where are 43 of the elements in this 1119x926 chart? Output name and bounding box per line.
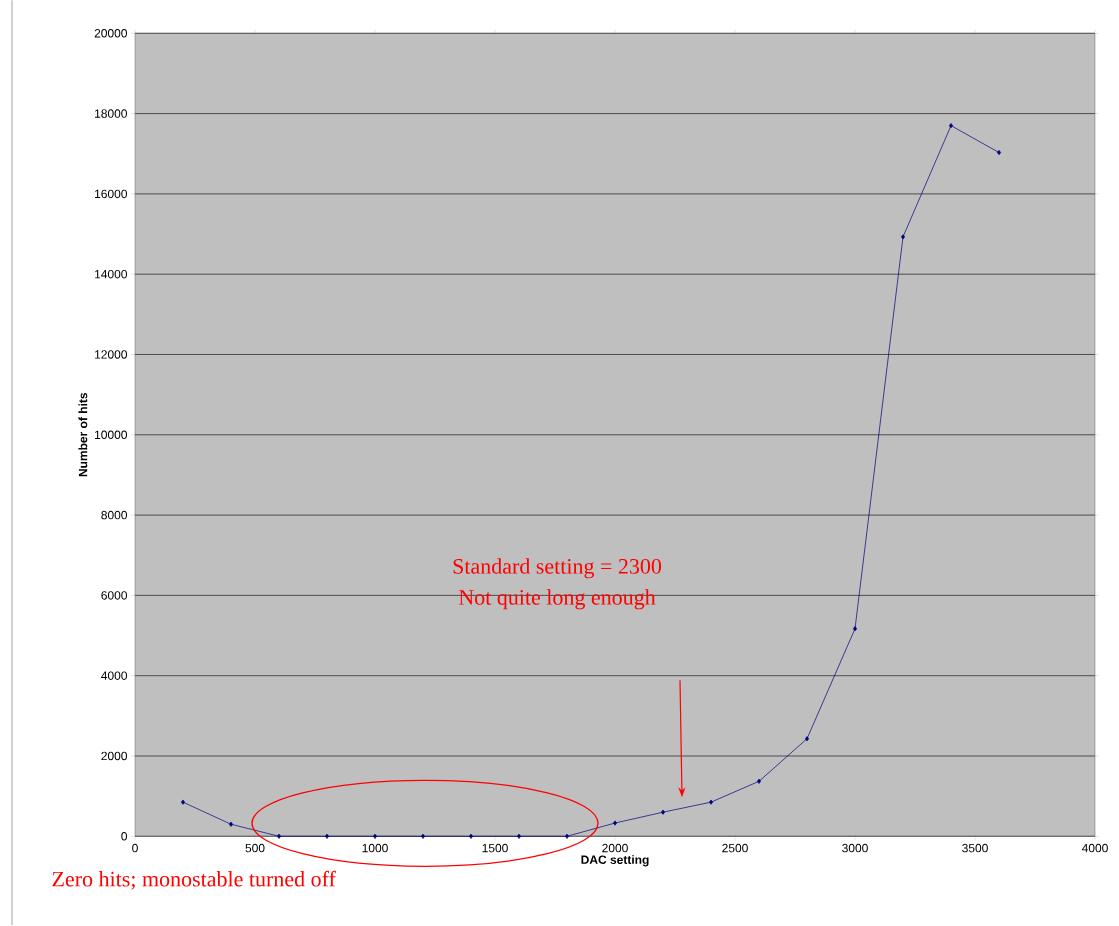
y-tick-label: 20000 [94, 29, 128, 38]
point [757, 778, 762, 785]
point [709, 799, 714, 805]
y-tick-label: 14000 [95, 270, 128, 279]
x-tick-label: 3000 [842, 844, 868, 853]
y-tick-label: 2000 [101, 751, 128, 761]
y-tick-label: 6000 [101, 591, 128, 600]
y-tick-label: 10000 [95, 430, 128, 440]
point [949, 123, 954, 129]
point [373, 833, 378, 840]
x-tick-label: 500 [245, 844, 265, 853]
point [517, 833, 522, 840]
x-tick-label: 0 [132, 844, 138, 853]
point [469, 833, 474, 840]
x-tick-label: 2000 [602, 844, 628, 853]
x-tick-label: 1500 [482, 844, 508, 853]
point [325, 833, 330, 840]
x-tick-label: 1000 [362, 844, 388, 853]
x-tick-label: 2500 [722, 844, 748, 853]
point [277, 833, 282, 840]
text: Zero hits; monostable turned off [52, 871, 336, 890]
y-tick-label: 12000 [95, 350, 128, 359]
point [661, 809, 666, 815]
point [181, 799, 186, 805]
point [853, 626, 858, 632]
x-axis-title: DAC setting [581, 855, 649, 867]
point [565, 833, 570, 840]
x-tick-label: 4000 [1081, 844, 1108, 853]
annotation: Standard setting = 2300 [453, 558, 662, 579]
x-tick-label: 3500 [962, 844, 988, 853]
y-tick-label: 16000 [95, 189, 128, 199]
y-axis-title: Number of hits [78, 393, 88, 477]
y-tick-label: 8000 [101, 511, 128, 520]
point [421, 833, 426, 840]
point [613, 820, 618, 826]
annotation: Not quite long enough [458, 589, 656, 610]
point [229, 821, 234, 827]
point [805, 736, 810, 742]
y-tick-label: 4000 [101, 671, 128, 681]
y-tick-label: 0 [121, 832, 128, 841]
y-tick-label: 18000 [95, 109, 128, 119]
point [901, 234, 906, 240]
point [997, 150, 1002, 156]
